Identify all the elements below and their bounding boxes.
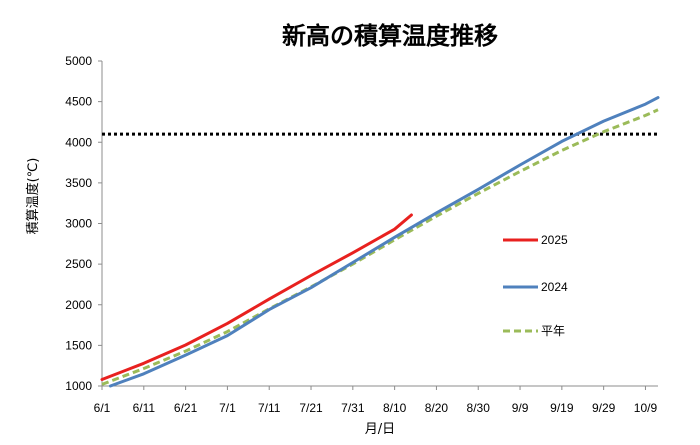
x-tick-label: 7/11 — [258, 401, 281, 415]
x-tick-label: 8/30 — [467, 401, 491, 415]
series-layer — [100, 96, 660, 388]
y-tick-label: 1500 — [65, 338, 92, 352]
x-tick-label: 7/21 — [299, 401, 323, 415]
y-tick-label: 3000 — [65, 217, 92, 231]
y-tick-label: 4000 — [65, 135, 92, 149]
x-tick-label: 9/9 — [512, 401, 529, 415]
series-line-2024 — [108, 96, 660, 388]
legend: 2025 2024 平年 — [503, 233, 568, 338]
x-tick-label: 8/20 — [425, 401, 449, 415]
x-tick-label: 9/29 — [592, 401, 616, 415]
y-tick-label: 2500 — [65, 257, 92, 271]
chart-title: 新高の積算温度推移 — [282, 22, 498, 50]
x-tick-label: 10/9 — [634, 401, 658, 415]
y-axis-ticks: 1000 1500 2000 2500 3000 3500 4000 4500 5000 — [65, 54, 102, 393]
x-tick-label: 7/31 — [341, 401, 365, 415]
x-tick-label: 9/19 — [550, 401, 574, 415]
series-line-平年 — [101, 108, 659, 386]
y-tick-label: 3500 — [65, 176, 92, 190]
y-axis-title: 積算温度(℃) — [25, 158, 41, 235]
x-axis-title: 月/日 — [365, 422, 395, 437]
legend-label: 平年 — [541, 324, 565, 338]
y-tick-label: 2000 — [65, 298, 92, 312]
legend-label: 2025 — [541, 233, 568, 247]
y-tick-label: 5000 — [65, 54, 92, 68]
legend-label: 2024 — [541, 280, 568, 294]
x-tick-label: 6/21 — [174, 401, 198, 415]
y-tick-label: 1000 — [65, 379, 92, 393]
x-tick-label: 7/1 — [219, 401, 236, 415]
x-tick-label: 6/11 — [133, 401, 156, 415]
x-axis-ticks: 6/1 6/11 6/21 7/1 7/11 7/21 7/31 8/10 8/20 8/30 9/… — [94, 386, 658, 415]
x-tick-label: 8/10 — [383, 401, 407, 415]
series-line-2025 — [100, 213, 413, 381]
y-tick-label: 4500 — [65, 95, 92, 109]
x-tick-label: 6/1 — [94, 401, 111, 415]
